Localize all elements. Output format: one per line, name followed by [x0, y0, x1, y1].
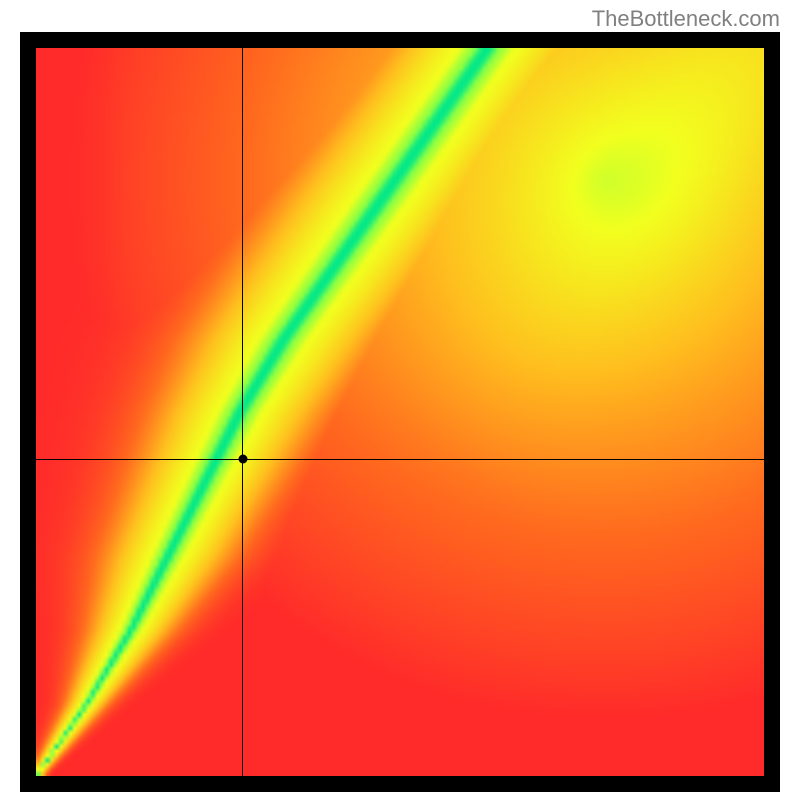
crosshair-vertical [242, 48, 243, 776]
crosshair-marker [238, 455, 247, 464]
heatmap-canvas [36, 48, 764, 776]
crosshair-horizontal [36, 459, 764, 460]
watermark-text: TheBottleneck.com [592, 6, 780, 32]
